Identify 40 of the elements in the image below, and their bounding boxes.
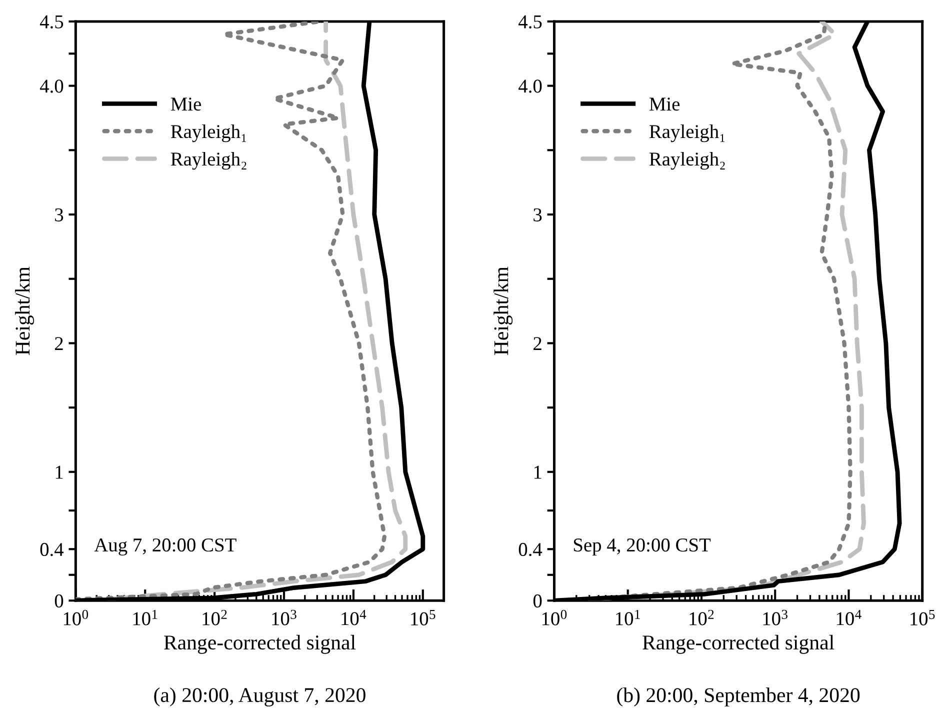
text: (b) 20:00, September 4, 2020 <box>617 688 860 706</box>
y-tick-label: 4.0 <box>40 80 64 93</box>
x-axis-title: Range-corrected signal <box>642 634 834 654</box>
y-tick-label: 0 <box>54 594 64 608</box>
y-tick-label: 4.5 <box>40 15 64 28</box>
y-tick-label: 1 <box>534 466 542 479</box>
y-tick-label: 4.5 <box>518 15 542 28</box>
y-tick-label: 0 <box>533 594 542 608</box>
legend-label: Mie <box>649 98 680 111</box>
y-axis-title: Height/km <box>494 266 513 355</box>
annotation: Sep 4, 20:00 CST <box>574 538 711 556</box>
legend-label: Rayleigh₂ <box>170 152 246 170</box>
x-tick-label: 10$^{2}$ <box>202 610 227 626</box>
x-tick-label: 10$^{2}$ <box>690 610 714 626</box>
y-tick-label: 1 <box>56 466 63 479</box>
x-tick-label: 10$^{5}$ <box>910 610 935 626</box>
x-tick-label: 10$^{1}$ <box>616 610 640 626</box>
x-tick-label: 10$^{3}$ <box>272 610 296 626</box>
x-tick-label: 10$^{4}$ <box>342 610 366 626</box>
y-tick-label: 2 <box>55 337 63 350</box>
y-tick-label: 3 <box>55 208 64 222</box>
y-tick-label: 0.4 <box>40 542 64 556</box>
y-tick-label: 2 <box>534 337 542 350</box>
y-axis-title: Height/km <box>15 266 34 355</box>
annotation: Aug 7, 20:00 CST <box>94 538 236 556</box>
legend-label: Mie <box>170 98 201 111</box>
x-tick-label: 10$^{0}$ <box>542 610 567 626</box>
text: (a) 20:00, August 7, 2020 <box>154 687 366 706</box>
x-tick-label: 10$^{5}$ <box>411 610 436 626</box>
y-tick-label: 0.4 <box>518 542 542 556</box>
legend-label: Rayleigh₂ <box>649 152 725 170</box>
x-tick-label: 10$^{3}$ <box>763 610 788 626</box>
legend-label: Rayleigh₁ <box>649 124 725 142</box>
y-tick-label: 3 <box>534 208 542 222</box>
legend-label: Rayleigh₁ <box>170 124 246 142</box>
y-tick-label: 4.0 <box>518 80 542 93</box>
x-tick-label: 10$^{0}$ <box>64 610 88 626</box>
x-tick-label: 10$^{1}$ <box>133 610 158 626</box>
x-tick-label: 10$^{4}$ <box>836 610 862 626</box>
x-axis-title: Range-corrected signal <box>164 634 356 654</box>
